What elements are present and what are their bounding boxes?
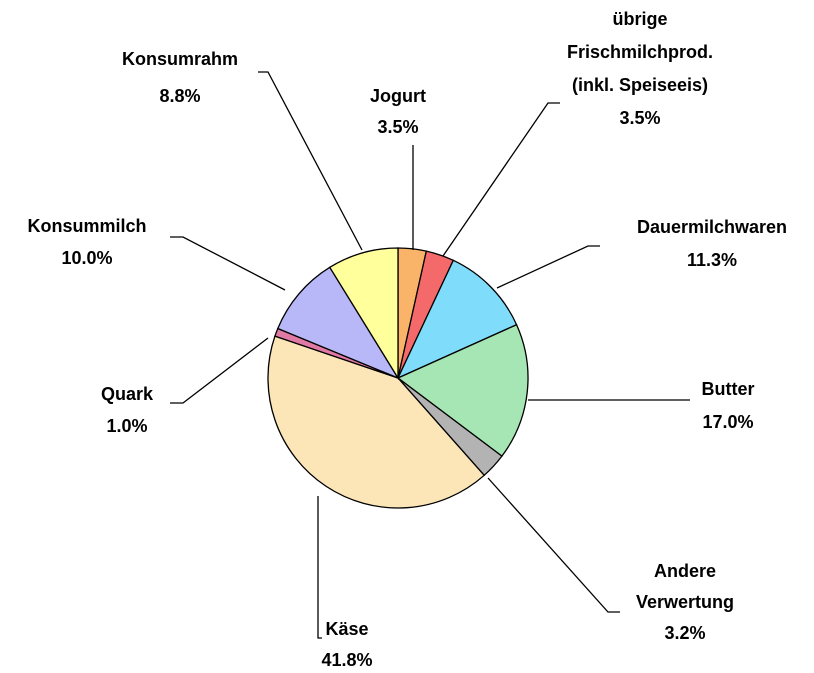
value-label: 3.5% (377, 117, 418, 137)
pie-slice (328, 247, 399, 381)
leader-line (170, 236, 286, 291)
value-label: 8.8% (159, 86, 200, 106)
value-label: 41.8% (321, 650, 372, 670)
slice-label: Jogurt (370, 86, 426, 106)
slice-label: Käse (325, 619, 368, 639)
value-label: 3.5% (619, 108, 660, 128)
slice-label: Butter (702, 379, 755, 399)
slice-label: Konsumrahm (122, 49, 238, 69)
slice-label: Dauermilchwaren (637, 217, 787, 237)
leader-line (170, 337, 269, 404)
value-label: 10.0% (61, 248, 112, 268)
leader-line (496, 245, 600, 289)
pie-slice (267, 335, 486, 509)
value-label: 11.3% (687, 250, 737, 270)
slice-label: Verwertung (636, 592, 734, 612)
slice-label: Konsummilch (27, 216, 146, 236)
slice-label: Frischmilchprod. (567, 42, 713, 62)
slice-label: (inkl. Speiseeis) (572, 75, 708, 95)
pie-slice (276, 266, 400, 380)
value-label: 1.0% (106, 416, 147, 436)
slice-label: übrige (612, 9, 667, 29)
pie-slice (396, 323, 529, 458)
value-label: 3.2% (664, 623, 705, 643)
leader-line (442, 102, 560, 257)
pie-slice (396, 259, 518, 380)
slice-label: Andere (654, 561, 716, 581)
value-label: 17.0% (702, 412, 753, 432)
leader-line (317, 496, 322, 639)
slice-label: Quark (101, 384, 154, 404)
leader-line (258, 71, 363, 251)
leader-line (487, 477, 620, 613)
